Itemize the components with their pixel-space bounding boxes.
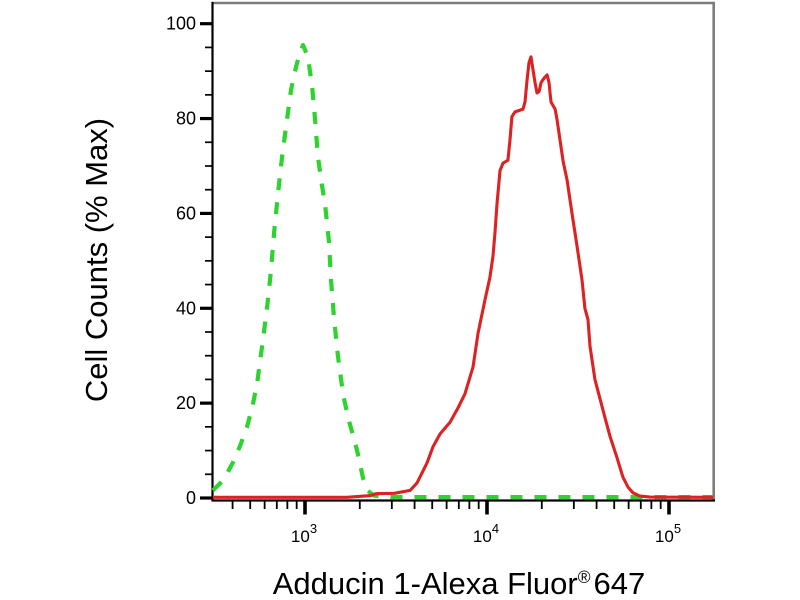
y-axis-tick-label: 60 <box>176 203 196 223</box>
registered-trademark-icon: ® <box>577 566 591 587</box>
x-axis-tick-label: 103 <box>291 521 317 546</box>
red-solid-curve <box>212 55 714 499</box>
x-axis-title-main: Adducin 1-Alexa Fluor <box>272 566 578 600</box>
y-axis-title: Cell Counts (% Max) <box>79 117 114 403</box>
x-axis-title-suffix: 647 <box>593 566 646 600</box>
y-axis-tick-label: 40 <box>176 298 196 318</box>
green-dashed-curve <box>211 42 713 500</box>
y-axis-tick-label: 80 <box>176 109 196 129</box>
y-axis-tick-label: 100 <box>166 14 196 34</box>
y-axis-tick-label: 20 <box>176 393 196 413</box>
x-axis-tick-label: 104 <box>473 521 499 546</box>
x-axis-title: Adducin 1-Alexa Fluor®647 <box>273 566 646 600</box>
y-axis-tick-label: 0 <box>186 488 196 508</box>
x-axis-tick-label: 105 <box>655 521 681 546</box>
